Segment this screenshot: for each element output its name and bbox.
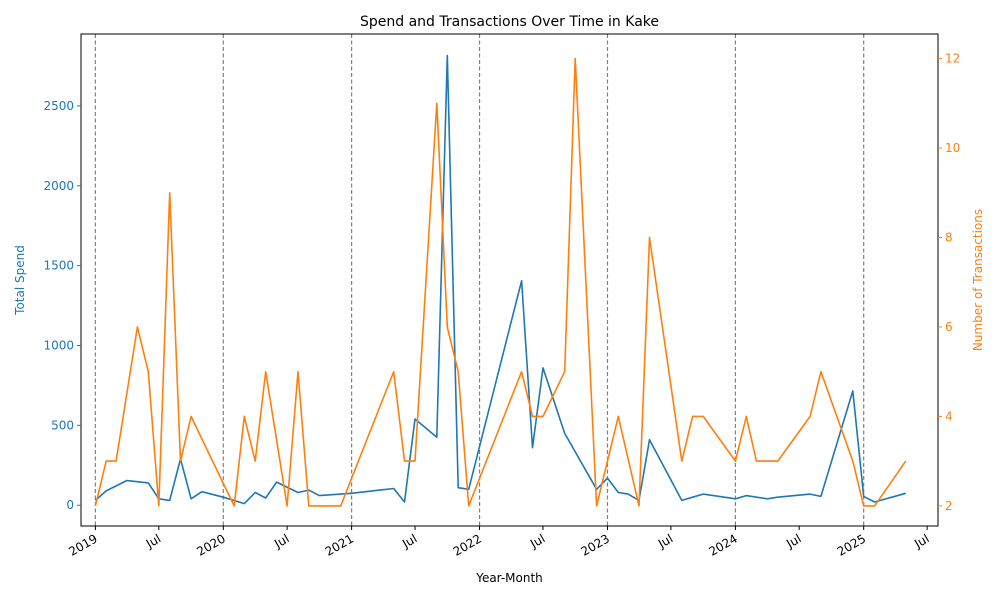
x-tick-label: Jul bbox=[527, 531, 547, 551]
x-tick-label: Jul bbox=[399, 531, 419, 551]
x-tick-label: Jul bbox=[911, 531, 931, 551]
left-y-tick-label: 1500 bbox=[43, 259, 74, 273]
plot-frame bbox=[80, 33, 939, 527]
x-tick-label: 2025 bbox=[835, 531, 868, 558]
left-y-tick-label: 500 bbox=[51, 418, 74, 432]
x-tick-label: 2021 bbox=[323, 531, 356, 558]
chart-title: Spend and Transactions Over Time in Kake bbox=[360, 14, 659, 30]
right-y-tick-label: 2 bbox=[945, 499, 953, 513]
x-tick-label: 2024 bbox=[706, 531, 739, 558]
x-tick-label: 2023 bbox=[579, 531, 612, 558]
x-tick-label: Jul bbox=[655, 531, 675, 551]
left-y-axis-label: Total Spend bbox=[13, 245, 27, 316]
right-y-tick-label: 10 bbox=[945, 141, 960, 155]
right-y-tick-label: 8 bbox=[945, 231, 953, 245]
x-axis-label: Year-Month bbox=[475, 571, 543, 585]
spend-series-line bbox=[94, 54, 907, 505]
x-tick-label: 2019 bbox=[66, 531, 99, 558]
plot-area bbox=[81, 34, 938, 526]
transactions-series-line bbox=[94, 57, 907, 507]
right-y-axis: 2 4 6 8 10 12 bbox=[938, 52, 960, 513]
x-axis: 2019 Jul 2020 Jul 2021 Jul 2022 Jul 2023 Jul 2024 J… bbox=[66, 526, 932, 559]
left-y-tick-label: 1000 bbox=[43, 338, 74, 352]
right-y-tick-label: 6 bbox=[945, 320, 953, 334]
series-layer bbox=[94, 54, 907, 507]
right-y-axis-label: Number of Transactions bbox=[971, 209, 985, 351]
x-tick-label: Jul bbox=[271, 531, 291, 551]
left-y-axis: 0 500 1000 1500 2000 2500 bbox=[43, 99, 81, 512]
right-y-tick-label: 12 bbox=[945, 52, 960, 66]
left-y-tick-label: 2500 bbox=[43, 99, 74, 113]
x-tick-label: Jul bbox=[783, 531, 803, 551]
x-tick-label: 2022 bbox=[451, 531, 484, 558]
left-y-tick-label: 0 bbox=[66, 498, 74, 512]
left-y-tick-label: 2000 bbox=[43, 179, 74, 193]
x-tick-label: 2020 bbox=[194, 531, 227, 558]
x-tick-label: Jul bbox=[143, 531, 163, 551]
right-y-tick-label: 4 bbox=[945, 409, 953, 423]
